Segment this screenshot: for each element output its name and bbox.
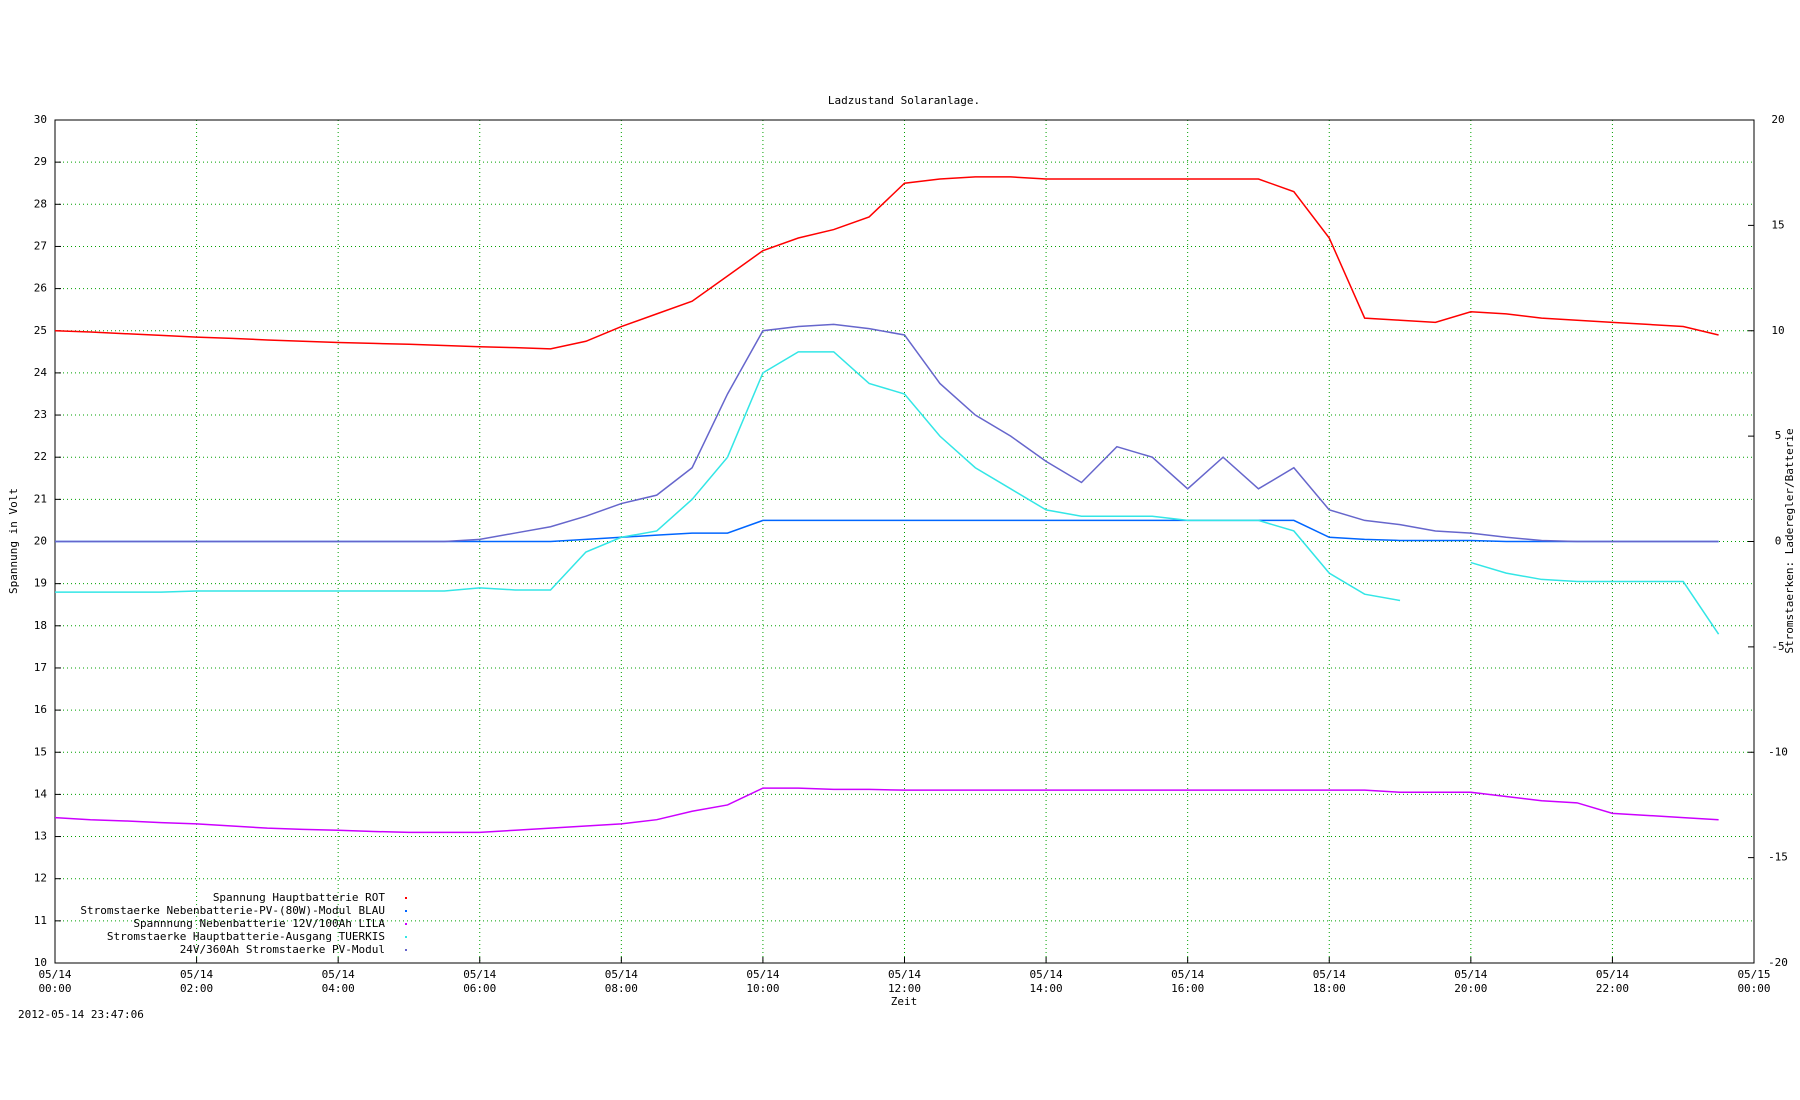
x-tick-label: 05/14 08:00 <box>604 968 638 995</box>
y-axis-label: Spannung in Volt <box>7 488 20 594</box>
series-line <box>55 351 1401 602</box>
y2-tick-label: 10 <box>1771 324 1784 337</box>
x-tick-label: 05/14 02:00 <box>180 968 214 995</box>
x-tick-label: 05/15 00:00 <box>1737 968 1771 995</box>
x-tick-label-box: 05/14 18:00 <box>1312 968 1346 995</box>
legend-label: Stromstaerke Hauptbatterie-Ausgang TUERK… <box>107 930 385 943</box>
y-tick-label: 10 <box>34 956 47 969</box>
x-tick-label-box: 05/15 00:00 <box>1737 968 1771 995</box>
y-tick-label: 28 <box>34 197 47 210</box>
x-tick-label: 05/14 20:00 <box>1454 968 1488 995</box>
legend-label: Spannung Hauptbatterie ROT <box>213 891 386 904</box>
x-tick-label-box: 05/14 00:00 <box>38 968 72 995</box>
y2-tick-label: -20 <box>1768 956 1788 969</box>
x-tick-label: 05/14 00:00 <box>38 968 72 995</box>
y-tick-label: 26 <box>34 282 47 295</box>
x-tick-label-box: 05/14 06:00 <box>463 968 497 995</box>
y2-tick-label: -10 <box>1768 745 1788 758</box>
y-tick-label: 23 <box>34 408 47 421</box>
chart-title: Ladzustand Solaranlage. <box>828 94 980 107</box>
series-line <box>55 519 1719 543</box>
x-tick-label: 05/14 04:00 <box>321 968 355 995</box>
y-tick-label: 12 <box>34 872 47 885</box>
x-tick-label: 05/14 14:00 <box>1029 968 1063 995</box>
x-tick-label-box: 05/14 08:00 <box>604 968 638 995</box>
x-tick-label: 05/14 16:00 <box>1171 968 1205 995</box>
y2-axis-label: Stromstaerken: Laderegler/Batterie <box>1783 428 1796 653</box>
y-tick-label: 11 <box>34 914 47 927</box>
x-tick-label-box: 05/14 02:00 <box>180 968 214 995</box>
x-tick-label-box: 05/14 12:00 <box>887 968 922 995</box>
x-tick-label-box: 05/14 14:00 <box>1029 968 1063 995</box>
legend-swatch <box>405 936 407 938</box>
y-tick-label: 13 <box>34 830 47 843</box>
legend-label: Spannnung Nebenbatterie 12V/100Ah LILA <box>133 917 385 930</box>
x-tick-label-box: 05/14 20:00 <box>1454 968 1488 995</box>
y2-tick-label: -15 <box>1768 851 1788 864</box>
x-tick-label: 05/14 22:00 <box>1595 968 1629 995</box>
series-line <box>54 176 1719 350</box>
y-tick-label: 14 <box>34 787 48 800</box>
legend-label: Stromstaerke Nebenbatterie-PV-(80W)-Modu… <box>80 904 385 917</box>
y2-tick-label: 0 <box>1775 535 1782 548</box>
y-tick-label: 15 <box>34 745 47 758</box>
y-tick-label: 19 <box>34 577 47 590</box>
legend-swatch <box>405 910 407 912</box>
x-tick-label: 05/14 06:00 <box>463 968 497 995</box>
y-tick-label: 30 <box>34 113 47 126</box>
x-tick-label: 05/14 18:00 <box>1312 968 1346 995</box>
y-tick-label: 16 <box>34 703 47 716</box>
legend-swatch <box>405 949 407 951</box>
x-tick-label-box: 05/14 10:00 <box>746 968 780 995</box>
x-tick-label: 05/14 10:00 <box>746 968 780 995</box>
y-tick-label: 22 <box>34 450 47 463</box>
y-tick-label: 17 <box>34 661 47 674</box>
series-line <box>54 787 1719 834</box>
x-tick-label-box: 05/14 16:00 <box>1171 968 1205 995</box>
x-axis-label: Zeit <box>891 995 918 1008</box>
series-line <box>55 323 1719 543</box>
timestamp: 2012-05-14 23:47:06 <box>18 1008 144 1021</box>
y2-tick-label: 5 <box>1775 429 1782 442</box>
y-tick-label: 20 <box>34 535 47 548</box>
y-tick-label: 18 <box>34 619 47 632</box>
x-tick-label: 05/14 12:00 <box>887 968 922 995</box>
y-tick-label: 27 <box>34 239 47 252</box>
y-tick-label: 29 <box>34 155 47 168</box>
series-line <box>1470 561 1720 635</box>
x-tick-label-box: 05/14 22:00 <box>1595 968 1629 995</box>
legend-swatch <box>405 897 407 899</box>
y2-tick-label: -5 <box>1771 640 1784 653</box>
y2-tick-label: 15 <box>1771 218 1784 231</box>
y2-tick-label: 20 <box>1771 113 1784 126</box>
y-tick-label: 24 <box>34 366 48 379</box>
legend-swatch <box>405 923 407 925</box>
y-tick-label: 21 <box>34 492 47 505</box>
legend-label: 24V/360Ah Stromstaerke PV-Modul <box>180 943 385 956</box>
y-tick-label: 25 <box>34 324 47 337</box>
x-tick-label-box: 05/14 04:00 <box>321 968 355 995</box>
